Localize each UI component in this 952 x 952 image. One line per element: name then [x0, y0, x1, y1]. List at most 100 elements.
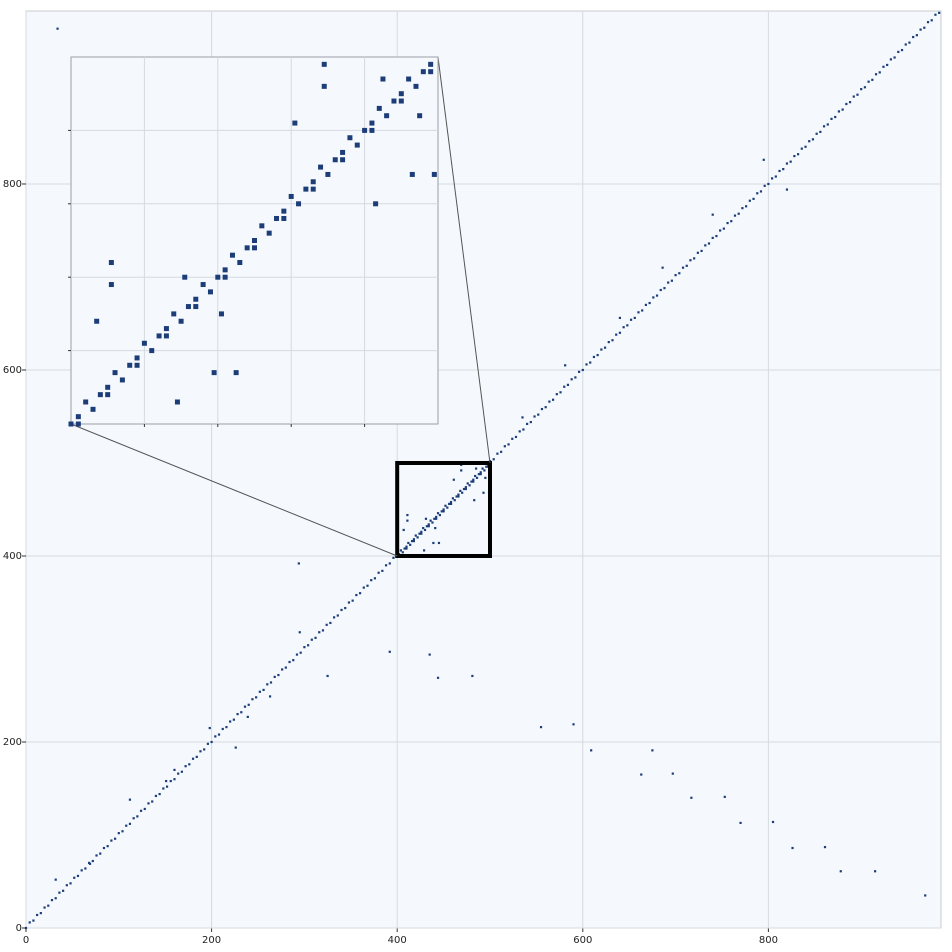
point	[184, 765, 187, 768]
point	[199, 750, 202, 753]
point	[434, 526, 437, 530]
inset-point	[237, 260, 243, 266]
point	[373, 577, 377, 580]
point	[808, 140, 811, 143]
point	[347, 601, 351, 604]
point	[403, 547, 406, 550]
point	[548, 400, 551, 403]
point	[65, 884, 68, 887]
point	[503, 445, 506, 448]
point	[247, 703, 250, 706]
inset-point	[207, 289, 213, 295]
point	[771, 820, 775, 824]
point	[262, 688, 265, 692]
inset-point	[369, 127, 375, 133]
inset-point	[105, 392, 111, 398]
inset-point	[182, 274, 188, 280]
inset-point	[296, 201, 302, 207]
point	[88, 862, 92, 865]
point	[117, 832, 120, 835]
point	[589, 361, 592, 364]
point	[577, 370, 581, 373]
point	[442, 510, 445, 513]
point	[427, 523, 430, 526]
point	[539, 726, 543, 729]
point	[611, 339, 614, 342]
point	[474, 474, 477, 478]
point	[258, 690, 261, 693]
point	[340, 608, 343, 612]
point	[24, 926, 28, 930]
point	[455, 495, 458, 498]
point	[292, 659, 295, 662]
inset-point	[252, 245, 257, 251]
point	[719, 229, 722, 232]
point	[99, 852, 102, 855]
point	[62, 889, 65, 892]
point	[678, 272, 681, 275]
point	[113, 837, 117, 840]
point	[689, 259, 692, 262]
point	[733, 214, 737, 217]
point	[581, 368, 584, 372]
x-tick-label: 0	[23, 935, 29, 946]
point	[266, 683, 269, 686]
point	[221, 727, 224, 731]
point	[169, 779, 172, 783]
x-tick-label: 200	[202, 935, 221, 946]
point	[722, 227, 725, 230]
point	[147, 802, 150, 805]
point	[590, 749, 593, 752]
point	[444, 504, 447, 507]
point	[839, 870, 842, 873]
point	[366, 584, 369, 587]
point	[158, 792, 161, 796]
point	[819, 130, 822, 134]
point	[329, 621, 332, 625]
inset-point	[178, 318, 184, 324]
point	[479, 473, 482, 476]
point	[210, 740, 213, 744]
inset-point	[119, 377, 125, 383]
inset-point	[244, 245, 250, 251]
inset-point	[218, 311, 224, 317]
point	[206, 742, 209, 745]
point	[860, 88, 863, 91]
point	[76, 874, 80, 878]
inset-point	[362, 127, 368, 133]
point	[926, 21, 930, 24]
inset-point	[428, 61, 434, 67]
point	[466, 482, 469, 485]
point	[484, 476, 487, 479]
point	[626, 324, 629, 327]
inset-point	[391, 98, 397, 104]
point	[318, 631, 321, 634]
point	[298, 631, 301, 634]
point	[791, 846, 794, 850]
inset-point	[252, 238, 257, 243]
inset-point	[222, 274, 228, 280]
point	[804, 145, 807, 148]
point	[288, 660, 291, 664]
point	[481, 467, 484, 470]
point	[785, 162, 789, 165]
point	[793, 154, 796, 158]
point	[915, 34, 918, 37]
point	[785, 188, 789, 191]
point	[496, 452, 499, 455]
point	[559, 391, 562, 394]
inset-point	[281, 208, 287, 214]
point	[934, 13, 937, 16]
point	[121, 830, 124, 833]
point	[203, 748, 206, 751]
point	[651, 749, 654, 752]
point	[574, 376, 577, 379]
inset-point	[340, 149, 346, 155]
point	[641, 309, 644, 312]
inset-point	[222, 267, 228, 273]
point	[95, 854, 98, 857]
point	[173, 768, 176, 771]
point	[414, 534, 417, 537]
point	[277, 673, 280, 677]
point	[482, 491, 485, 494]
